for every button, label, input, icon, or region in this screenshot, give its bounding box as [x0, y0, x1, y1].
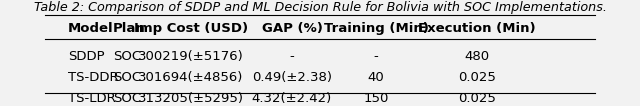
Text: Model: Model	[68, 22, 113, 35]
Text: Training (Min): Training (Min)	[324, 22, 428, 35]
Text: 150: 150	[364, 92, 388, 105]
Text: Plan: Plan	[113, 22, 145, 35]
Text: 0.025: 0.025	[458, 92, 496, 105]
Text: TS-LDR: TS-LDR	[68, 92, 116, 105]
Text: 300219(±5176): 300219(±5176)	[138, 50, 244, 63]
Text: 4.32(±2.42): 4.32(±2.42)	[252, 92, 332, 105]
Text: -: -	[374, 50, 378, 63]
Text: GAP (%): GAP (%)	[262, 22, 323, 35]
Text: 0.49(±2.38): 0.49(±2.38)	[252, 71, 332, 84]
Text: TS-DDR: TS-DDR	[68, 71, 118, 84]
Text: Execution (Min): Execution (Min)	[418, 22, 536, 35]
Text: Imp Cost (USD): Imp Cost (USD)	[134, 22, 248, 35]
Text: SOC: SOC	[113, 50, 141, 63]
Text: SOC: SOC	[113, 92, 141, 105]
Text: SDDP: SDDP	[68, 50, 104, 63]
Text: 480: 480	[465, 50, 490, 63]
Text: 313205(±5295): 313205(±5295)	[138, 92, 244, 105]
Text: 40: 40	[367, 71, 385, 84]
Text: SOC: SOC	[113, 71, 141, 84]
Text: -: -	[290, 50, 294, 63]
Text: Table 2: Comparison of SDDP and ML Decision Rule for Bolivia with SOC Implementa: Table 2: Comparison of SDDP and ML Decis…	[33, 1, 607, 14]
Text: 301694(±4856): 301694(±4856)	[138, 71, 244, 84]
Text: 0.025: 0.025	[458, 71, 496, 84]
